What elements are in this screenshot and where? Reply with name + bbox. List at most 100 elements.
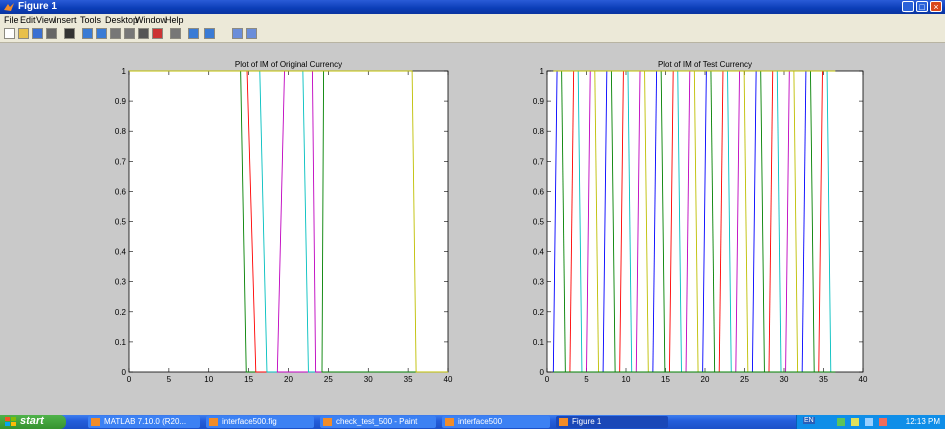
chart-title: Plot of IM of Original Currency [235, 60, 342, 69]
open-icon[interactable] [18, 28, 29, 39]
series-line [660, 70, 666, 373]
start-label: start [20, 415, 44, 427]
menu-help[interactable]: Help [165, 15, 184, 25]
taskbar-task[interactable]: interface500.fig [206, 416, 314, 428]
series-line [776, 70, 782, 373]
x-tick-label: 30 [780, 375, 789, 384]
x-tick-label: 10 [622, 375, 631, 384]
series-line [702, 70, 707, 373]
series-line [627, 70, 633, 373]
x-tick-label: 15 [244, 375, 253, 384]
menu-window[interactable]: Window [135, 15, 168, 25]
figure-plots: Plot of IM of Original Currency 0 5 10 15 20 2… [115, 60, 868, 384]
y-tick-label: 0.9 [533, 97, 545, 106]
series-line [635, 70, 641, 373]
figure-toolbar [0, 26, 945, 43]
pointer-icon[interactable] [64, 28, 75, 39]
series-line [760, 70, 765, 373]
language-indicator[interactable]: EN [803, 417, 815, 424]
update-icon[interactable] [879, 418, 887, 426]
rotate-icon[interactable] [124, 28, 135, 39]
menu-tools[interactable]: Tools [80, 15, 102, 25]
series-line [693, 70, 699, 373]
print-icon[interactable] [46, 28, 57, 39]
menu-desktop[interactable]: Desktop [105, 15, 139, 25]
x-tick-label: 25 [740, 375, 749, 384]
task-app-icon [559, 418, 568, 426]
menu-edit[interactable]: Edit [20, 15, 36, 25]
chart-title: Plot of IM of Test Currency [658, 60, 752, 69]
series-line [818, 70, 823, 373]
series-line [561, 70, 566, 373]
maximize-button[interactable]: □ [916, 1, 928, 12]
x-tick-label: 35 [404, 375, 413, 384]
series-line [602, 70, 608, 373]
menu-insert[interactable]: Insert [54, 15, 77, 25]
y-tick-label: 0 [540, 368, 545, 377]
task-label: interface500.fig [222, 417, 277, 426]
x-tick-label: 35 [819, 375, 828, 384]
series-line [801, 70, 807, 373]
series-line [669, 70, 674, 373]
new-figure-icon[interactable] [4, 28, 15, 39]
task-app-icon [445, 418, 454, 426]
series-line [552, 70, 558, 373]
x-tick-label: 20 [284, 375, 293, 384]
start-button[interactable]: start [0, 415, 66, 429]
menu-view[interactable]: View [36, 15, 56, 25]
x-tick-label: 40 [444, 375, 453, 384]
y-tick-label: 0.3 [533, 278, 545, 287]
y-tick-label: 0.1 [533, 338, 545, 347]
menu-file[interactable]: File [4, 15, 19, 25]
taskbar-task[interactable]: Figure 1 [556, 416, 668, 428]
task-label: Figure 1 [572, 417, 602, 426]
series-line [727, 70, 732, 373]
x-tick-label: 30 [364, 375, 373, 384]
save-icon[interactable] [32, 28, 43, 39]
show-plot-tools-icon[interactable] [246, 28, 257, 39]
task-label: check_test_500 - Paint [336, 417, 418, 426]
close-button[interactable]: × [930, 1, 942, 12]
series-line [793, 70, 799, 373]
task-app-icon [323, 418, 332, 426]
taskbar-task[interactable]: interface500 [442, 416, 550, 428]
window-titlebar[interactable]: Figure 1 _ □ × [0, 0, 945, 14]
hide-plot-tools-icon[interactable] [232, 28, 243, 39]
colorbar-icon[interactable] [188, 28, 199, 39]
y-tick-label: 0.5 [533, 218, 545, 227]
series-line [610, 70, 616, 373]
minimize-button[interactable]: _ [902, 1, 914, 12]
y-tick-label: 0.8 [115, 127, 127, 136]
data-cursor-icon[interactable] [138, 28, 149, 39]
series-line [743, 70, 749, 373]
y-tick-label: 0.3 [115, 278, 127, 287]
series-line [652, 70, 658, 373]
y-tick-label: 0.2 [115, 308, 127, 317]
task-app-icon [91, 418, 100, 426]
brush-icon[interactable] [152, 28, 163, 39]
series-line [644, 70, 649, 373]
y-tick-label: 1 [540, 67, 545, 76]
network-icon[interactable] [837, 418, 845, 426]
series-line [710, 70, 716, 373]
taskbar-task[interactable]: MATLAB 7.10.0 (R20... [88, 416, 200, 428]
antivirus-icon[interactable] [851, 418, 859, 426]
zoom-in-icon[interactable] [82, 28, 93, 39]
y-tick-label: 0.7 [533, 157, 545, 166]
series-line [810, 70, 815, 373]
pan-icon[interactable] [110, 28, 121, 39]
series-line [594, 70, 599, 373]
series-line [577, 70, 583, 373]
series-line [718, 70, 724, 373]
menu-bar: File Edit View Insert Tools Desktop Window Help [0, 14, 945, 26]
series-line [768, 70, 774, 373]
volume-icon[interactable] [865, 418, 873, 426]
series-line [751, 70, 757, 373]
task-label: interface500 [458, 417, 503, 426]
legend-icon[interactable] [204, 28, 215, 39]
zoom-out-icon[interactable] [96, 28, 107, 39]
x-tick-label: 5 [167, 375, 172, 384]
taskbar-task[interactable]: check_test_500 - Paint [320, 416, 436, 428]
link-icon[interactable] [170, 28, 181, 39]
